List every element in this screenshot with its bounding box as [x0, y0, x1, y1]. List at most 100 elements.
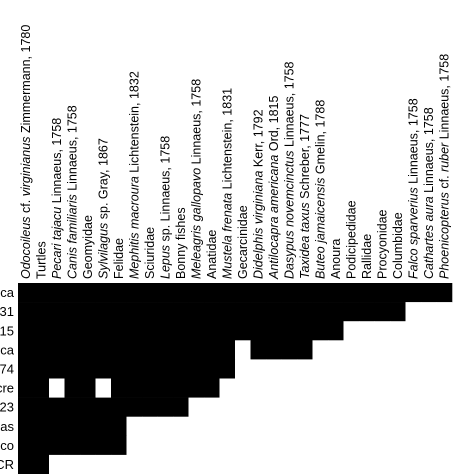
cell-absent: [188, 416, 205, 437]
cell-present: [64, 340, 81, 360]
cell-absent: [359, 435, 375, 456]
cell-present: [188, 302, 205, 322]
cell-absent: [312, 454, 329, 474]
cell-absent: [188, 435, 205, 456]
cell-present: [266, 302, 282, 322]
row-label: 31: [0, 304, 14, 319]
cell-absent: [266, 397, 282, 417]
cell-present: [266, 283, 282, 303]
cell-present: [250, 321, 267, 341]
cell-present: [18, 359, 34, 379]
cell-present: [33, 397, 50, 417]
cell-absent: [250, 416, 267, 437]
column-label-part: Didelphis virginiana: [251, 171, 265, 279]
cell-absent: [405, 359, 422, 379]
cell-present: [18, 397, 34, 417]
column-label: Antilocapra americana Ord, 1815: [267, 96, 281, 280]
cell-present: [18, 416, 34, 437]
cell-present: [204, 302, 220, 322]
column-label-part: Zimmermann, 1780: [19, 25, 33, 137]
column-label-part: Linnaeus, 1758: [189, 79, 203, 168]
cell-absent: [405, 340, 422, 360]
cell-present: [297, 283, 313, 303]
cell-present: [405, 283, 422, 303]
cell-present: [126, 359, 143, 379]
cell-absent: [281, 454, 298, 474]
cell-present: [312, 321, 329, 341]
cell-present: [142, 397, 158, 417]
cell-absent: [328, 359, 344, 379]
cell-present: [80, 359, 96, 379]
row-label: as: [0, 419, 14, 434]
cell-absent: [421, 321, 437, 341]
cell-present: [64, 378, 81, 398]
cell-absent: [405, 397, 422, 417]
column-label-part: cf.: [19, 196, 33, 216]
cell-absent: [374, 321, 391, 341]
cell-present: [95, 340, 112, 360]
cell-absent: [142, 435, 158, 456]
column-label-part: Canis familiaris: [65, 194, 79, 279]
cell-present: [188, 359, 205, 379]
cell-present: [157, 340, 174, 360]
cell-present: [95, 321, 112, 341]
cell-absent: [281, 378, 298, 398]
cell-present: [188, 340, 205, 360]
column-label-part: Lepus: [158, 245, 172, 279]
column-label: Falco sparverius Linnaeus, 1758: [406, 98, 420, 279]
cell-absent: [374, 340, 391, 360]
cell-present: [18, 340, 34, 360]
cell-present: [64, 302, 81, 322]
column-label: Felidae: [112, 238, 126, 279]
cell-present: [157, 283, 174, 303]
cell-present: [343, 283, 360, 303]
cell-absent: [219, 378, 236, 398]
cell-absent: [343, 359, 360, 379]
cell-absent: [390, 340, 406, 360]
row-label: ca: [0, 285, 15, 300]
column-label: Mephitis macroura Lichtenstein, 1832: [127, 71, 141, 279]
cell-absent: [390, 378, 406, 398]
column-label: Mustela frenata Lichtenstein, 1831: [220, 88, 234, 279]
cell-absent: [266, 378, 282, 398]
cell-present: [235, 302, 251, 322]
cell-absent: [390, 397, 406, 417]
cell-present: [142, 321, 158, 341]
cell-absent: [235, 340, 251, 360]
cell-present: [219, 340, 236, 360]
cell-present: [266, 340, 282, 360]
cell-absent: [297, 416, 313, 437]
cell-present: [33, 340, 50, 360]
cell-absent: [343, 454, 360, 474]
cell-present: [64, 321, 81, 341]
cell-absent: [219, 416, 236, 437]
cell-absent: [436, 397, 453, 417]
cell-present: [281, 321, 298, 341]
column-label: Phoenicopterus cf. ruber Linnaeus, 1758: [437, 54, 451, 279]
cell-absent: [281, 435, 298, 456]
cell-absent: [328, 416, 344, 437]
cell-absent: [173, 416, 189, 437]
cell-absent: [126, 435, 143, 456]
cell-present: [33, 302, 50, 322]
cell-absent: [405, 321, 422, 341]
cell-present: [157, 397, 174, 417]
cell-absent: [374, 435, 391, 456]
cell-absent: [188, 397, 205, 417]
column-label-part: Cathartes aura: [422, 196, 436, 279]
cell-present: [111, 340, 127, 360]
cell-present: [173, 321, 189, 341]
cell-present: [343, 302, 360, 322]
cell-absent: [281, 416, 298, 437]
cell-absent: [95, 378, 112, 398]
cell-absent: [126, 416, 143, 437]
cell-present: [359, 283, 375, 303]
cell-present: [33, 454, 50, 474]
cell-present: [328, 302, 344, 322]
column-label-part: Linnaeus, 1758: [50, 118, 64, 207]
cell-absent: [173, 454, 189, 474]
cell-present: [111, 283, 127, 303]
cell-present: [297, 321, 313, 341]
column-label: Turtles: [34, 241, 48, 279]
cell-absent: [405, 302, 422, 322]
